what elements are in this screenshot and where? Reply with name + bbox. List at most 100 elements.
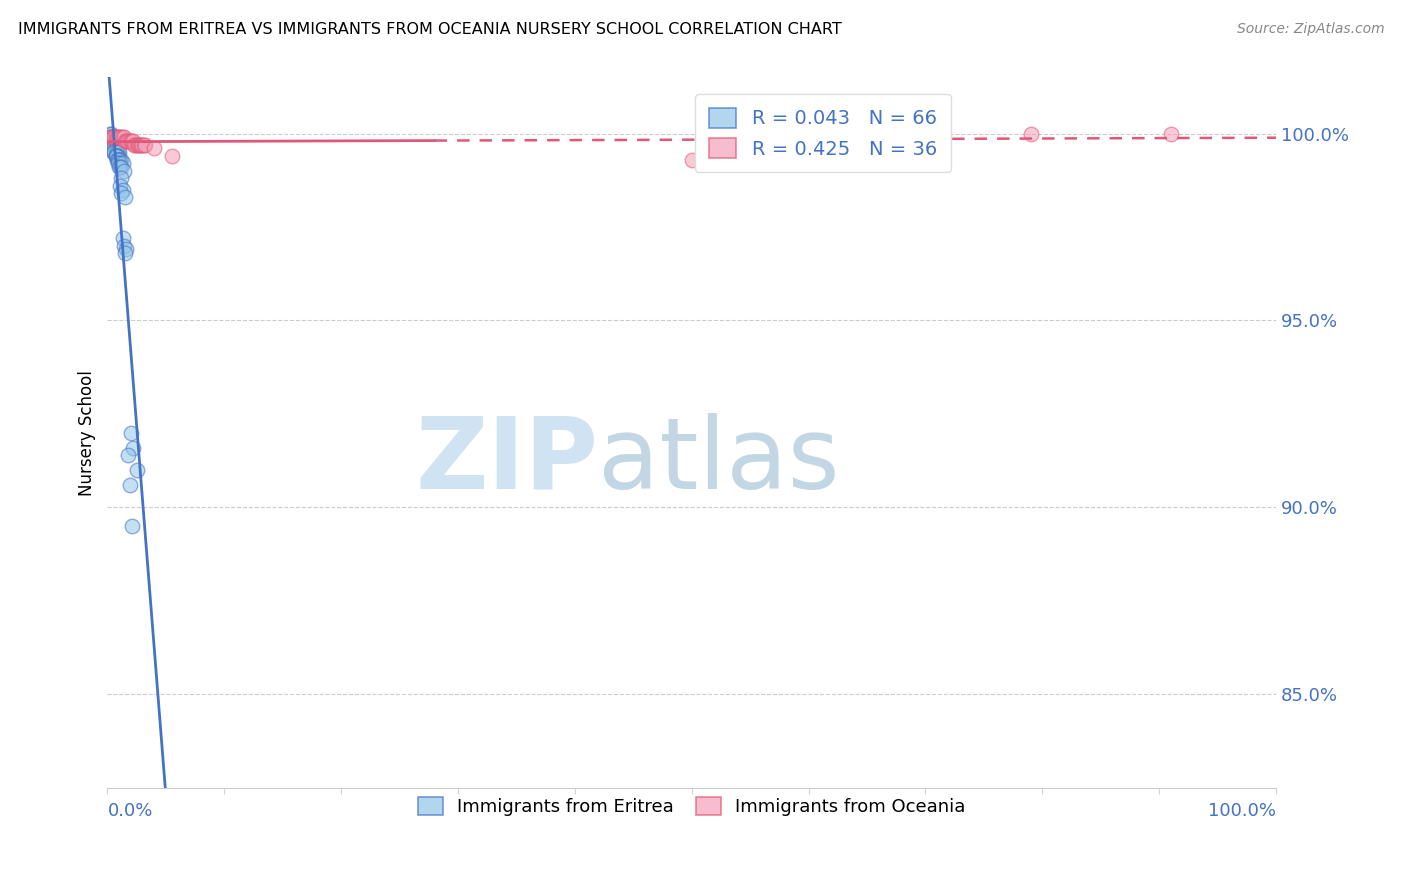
Point (124, 137, 146, 152)
Text: 0.0%: 0.0% (107, 802, 153, 820)
Text: 100.0%: 100.0% (1208, 802, 1277, 820)
Point (110, 130, 132, 145)
Point (118, 478, 141, 492)
Point (105, 130, 128, 145)
Point (103, 130, 125, 145)
Point (100, 137, 122, 152)
Point (121, 519, 143, 533)
Point (110, 160, 132, 174)
Point (100, 137, 122, 152)
Point (103, 130, 125, 145)
Point (110, 153, 132, 167)
Point (103, 145, 125, 160)
Point (128, 137, 150, 152)
Point (107, 130, 129, 145)
Point (110, 153, 132, 167)
Point (117, 448, 139, 462)
Point (129, 137, 152, 152)
Point (122, 137, 145, 152)
Point (681, 153, 703, 167)
Point (110, 186, 132, 201)
Point (103, 141, 125, 155)
Point (104, 149, 127, 163)
Point (118, 134, 141, 148)
Point (98, 127, 121, 141)
Point (104, 137, 127, 152)
Point (104, 141, 127, 155)
Point (112, 164, 135, 178)
Point (100, 127, 122, 141)
Point (101, 141, 124, 155)
Point (112, 238, 135, 252)
Point (103, 134, 125, 148)
Point (100, 130, 122, 145)
Point (121, 134, 143, 148)
Point (120, 134, 142, 148)
Point (122, 134, 145, 148)
Point (107, 149, 129, 163)
Point (122, 441, 145, 455)
Point (108, 156, 131, 170)
Point (127, 137, 149, 152)
Text: atlas: atlas (598, 413, 839, 509)
Point (111, 231, 134, 245)
Point (111, 156, 134, 170)
Point (1160, 127, 1182, 141)
Point (751, 127, 773, 141)
Point (115, 243, 138, 257)
Point (115, 134, 138, 148)
Point (108, 160, 131, 174)
Text: ZIP: ZIP (415, 413, 598, 509)
Point (160, 149, 183, 163)
Text: Source: ZipAtlas.com: Source: ZipAtlas.com (1237, 22, 1385, 37)
Point (107, 145, 129, 160)
Point (110, 160, 132, 174)
Point (101, 137, 124, 152)
Point (108, 145, 131, 160)
Point (103, 145, 125, 160)
Point (100, 130, 122, 145)
Point (104, 145, 127, 160)
Point (103, 141, 125, 155)
Point (107, 153, 129, 167)
Point (108, 153, 131, 167)
Point (117, 134, 139, 148)
Point (114, 246, 136, 260)
Point (105, 153, 128, 167)
Point (143, 141, 166, 155)
Point (104, 130, 127, 145)
Point (110, 178, 132, 193)
Point (125, 463, 148, 477)
Point (98, 130, 121, 145)
Point (103, 141, 125, 155)
Point (108, 130, 131, 145)
Point (98, 134, 121, 148)
Point (103, 141, 125, 155)
Point (117, 134, 139, 148)
Y-axis label: Nursery School: Nursery School (79, 369, 96, 496)
Point (105, 149, 128, 163)
Point (110, 130, 132, 145)
Point (110, 156, 132, 170)
Point (125, 137, 148, 152)
Point (120, 425, 142, 440)
Point (112, 130, 135, 145)
Point (114, 134, 136, 148)
Text: IMMIGRANTS FROM ERITREA VS IMMIGRANTS FROM OCEANIA NURSERY SCHOOL CORRELATION CH: IMMIGRANTS FROM ERITREA VS IMMIGRANTS FR… (18, 22, 842, 37)
Point (111, 130, 134, 145)
Point (134, 137, 156, 152)
Point (129, 137, 152, 152)
Point (110, 171, 132, 186)
Point (111, 183, 134, 197)
Point (103, 145, 125, 160)
Point (132, 137, 155, 152)
Point (100, 134, 122, 148)
Point (114, 190, 136, 204)
Point (107, 153, 129, 167)
Point (105, 145, 128, 160)
Point (104, 149, 127, 163)
Point (108, 153, 131, 167)
Point (107, 156, 129, 170)
Point (101, 134, 124, 148)
Point (1019, 127, 1042, 141)
